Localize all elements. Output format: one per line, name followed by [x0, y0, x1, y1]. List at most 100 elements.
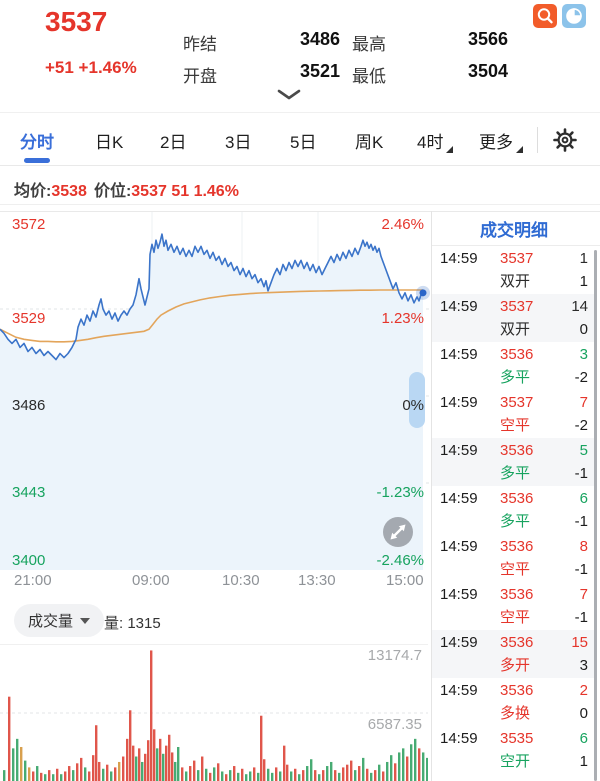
trade-time: 14:59 [440, 586, 478, 603]
trade-direction: 多平 [500, 465, 531, 482]
intraday-chart[interactable] [0, 212, 430, 570]
trade-record[interactable]: 14:59 3536 8 空平 -1 [432, 534, 596, 582]
tab-label: 5日 [290, 133, 317, 152]
tab-intraday[interactable]: 分时 [20, 128, 54, 163]
tab-label: 4时 [417, 133, 444, 152]
time-axis-label: 09:00 [132, 572, 170, 589]
divider [0, 211, 600, 212]
tab-3day[interactable]: 3日 [225, 128, 251, 153]
tab-daily[interactable]: 日K [95, 128, 123, 153]
trade-time: 14:59 [440, 442, 478, 459]
trade-record[interactable]: 14:59 3537 7 空平 -2 [432, 390, 596, 438]
trade-direction: 空平 [500, 417, 531, 434]
active-tab-underline [24, 158, 50, 163]
trade-price: 3536 [500, 775, 533, 781]
open-value: 3521 [299, 61, 340, 81]
list-scrollbar[interactable] [594, 250, 597, 781]
tab-5day[interactable]: 5日 [290, 128, 316, 153]
collapse-chevron-icon[interactable] [276, 88, 302, 102]
trade-direction: 多换 [500, 705, 531, 722]
trade-record[interactable]: 14:59 3536 3 多平 -2 [432, 342, 596, 390]
position-price-value: 3537 51 1.46% [131, 183, 239, 200]
avg-price-infobar: 均价:3538 价位:3537 51 1.46% [14, 177, 239, 201]
trade-detail-list[interactable]: 14:59 3537 1 双开 1 14:59 3537 14 双开 0 14:59 3536 3 多平 -… [432, 246, 596, 781]
prev-settle-label: 昨结 [183, 35, 217, 54]
divider [0, 204, 600, 205]
trade-direction: 双开 [500, 321, 531, 338]
low-value: 3504 [467, 61, 508, 81]
trade-price: 3536 [500, 442, 534, 459]
trade-volume: 5 [579, 442, 588, 459]
price-axis-label: 3400 [12, 552, 46, 569]
trade-position-change: 1 [579, 273, 588, 290]
time-axis-label: 13:30 [298, 572, 336, 589]
trade-record[interactable]: 14:5935364空平-1 [432, 774, 596, 781]
trade-time: 14:59 [440, 634, 478, 651]
trade-time: 14:59 [440, 250, 478, 267]
panel-divider [431, 211, 432, 781]
avg-price-value: 3538 [51, 183, 87, 200]
trade-time: 14:59 [440, 538, 478, 555]
trade-record[interactable]: 14:59 3535 6 空开 1 [432, 726, 596, 774]
trade-time: 14:59 [440, 682, 478, 699]
trade-price: 3537 [500, 298, 534, 315]
avg-price-label: 均价: [14, 183, 52, 200]
trade-volume: 2 [579, 682, 588, 699]
trade-record[interactable]: 14:59 3536 2 多换 0 [432, 678, 596, 726]
trade-time: 14:59 [440, 775, 478, 781]
dropdown-caret-icon [446, 146, 454, 153]
price-axis-label: 3529 [12, 310, 46, 327]
trade-record[interactable]: 14:59 3536 5 多平 -1 [432, 438, 596, 486]
clock-icon[interactable] [562, 4, 586, 28]
time-axis-label: 21:00 [14, 572, 52, 589]
trade-price: 3536 [500, 490, 534, 507]
trade-time: 14:59 [440, 490, 478, 507]
trade-volume: 4 [580, 775, 588, 781]
trade-position-change: -1 [574, 561, 588, 578]
volume-max-label: 13174.7 [367, 647, 422, 664]
percent-axis-label: -2.46% [376, 552, 424, 569]
last-price: 3537 [45, 6, 108, 37]
tab-label: 2日 [160, 133, 187, 152]
volume-selector-label: 成交量 [28, 613, 74, 630]
tab-4hour[interactable]: 4时 [417, 128, 454, 153]
percent-axis-label: 2.46% [381, 216, 424, 233]
prev-settle-value: 3486 [299, 29, 340, 49]
trade-detail-title: 成交明细 [480, 221, 548, 240]
trade-time: 14:59 [440, 298, 478, 315]
tab-more[interactable]: 更多 [479, 128, 523, 153]
trade-record[interactable]: 14:59 3537 14 双开 0 [432, 294, 596, 342]
trade-position-change: -1 [574, 465, 588, 482]
volume-chart[interactable] [0, 645, 428, 781]
tab-weekly[interactable]: 周K [355, 128, 383, 153]
gear-icon[interactable] [551, 126, 579, 154]
trade-position-change: 0 [579, 705, 588, 722]
expand-chart-button[interactable] [383, 517, 413, 547]
trade-price: 3536 [500, 586, 534, 603]
price-axis-label: 3572 [12, 216, 46, 233]
trade-record[interactable]: 14:59 3537 1 双开 1 [432, 246, 596, 294]
trade-volume: 3 [579, 346, 588, 363]
time-axis-label: 10:30 [222, 572, 260, 589]
trade-volume: 14 [571, 298, 588, 315]
trade-position-change: -2 [574, 417, 588, 434]
caret-down-icon [80, 617, 91, 624]
market-scan-icon[interactable] [533, 4, 557, 28]
trade-price: 3537 [500, 250, 534, 267]
dropdown-caret-icon [516, 146, 523, 153]
trade-volume: 6 [579, 730, 588, 747]
trade-direction: 双开 [500, 273, 531, 290]
tab-label: 更多 [479, 133, 513, 152]
divider [0, 644, 428, 645]
time-axis-label: 15:00 [386, 572, 424, 589]
volume-indicator-selector[interactable]: 成交量 [14, 604, 105, 637]
trade-record[interactable]: 14:59 3536 15 多开 3 [432, 630, 596, 678]
tabbar-divider [537, 127, 538, 153]
trade-time: 14:59 [440, 346, 478, 363]
trade-direction: 多平 [500, 369, 531, 386]
trade-record[interactable]: 14:59 3536 6 多平 -1 [432, 486, 596, 534]
tab-2day[interactable]: 2日 [160, 128, 186, 153]
trade-price: 3537 [500, 394, 534, 411]
trade-record[interactable]: 14:59 3536 7 空平 -1 [432, 582, 596, 630]
